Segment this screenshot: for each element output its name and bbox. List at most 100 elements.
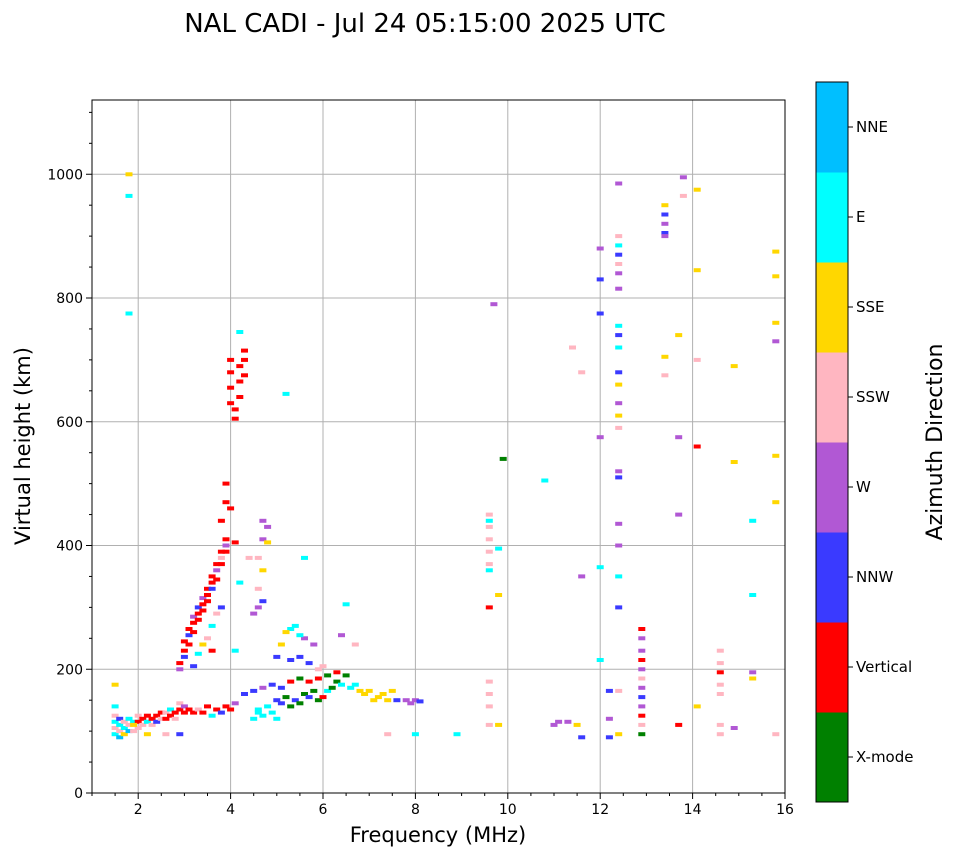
- echo-point-ssw: [485, 524, 493, 529]
- echo-point-vertical: [204, 593, 211, 597]
- echo-point-vertical: [185, 707, 193, 712]
- echo-point-x-mode: [282, 695, 290, 700]
- echo-point-vertical: [305, 679, 313, 684]
- echo-point-w: [555, 719, 563, 724]
- echo-point-ssw: [351, 642, 359, 647]
- echo-point-nnw: [259, 599, 267, 604]
- colorbar-label: Vertical: [856, 658, 912, 676]
- echo-point-nnw: [393, 698, 401, 703]
- echo-point-ssw: [693, 357, 701, 362]
- echo-point-sse: [495, 722, 503, 727]
- echo-point-w: [402, 698, 410, 703]
- echo-point-sse: [772, 453, 780, 458]
- echo-point-ssw: [134, 726, 142, 730]
- colorbar-title: Azimuth Direction: [923, 343, 948, 540]
- echo-point-w: [190, 614, 198, 619]
- echo-point-ssw: [176, 701, 184, 706]
- echo-point-w: [661, 234, 669, 239]
- y-tick-label: 800: [56, 291, 83, 307]
- echo-point-e: [111, 719, 119, 724]
- echo-point-nnw: [217, 710, 225, 715]
- echo-point-e: [143, 719, 151, 724]
- echo-point-nnw: [605, 688, 613, 693]
- echo-point-nnw: [305, 661, 313, 666]
- echo-point-nnw: [153, 719, 161, 724]
- echo-point-w: [550, 722, 558, 727]
- chart-title: NAL CADI - Jul 24 05:15:00 2025 UTC: [184, 9, 666, 39]
- echo-point-sse: [615, 413, 623, 418]
- echo-point-w: [661, 221, 669, 226]
- echo-point-e: [111, 732, 119, 737]
- echo-point-sse: [120, 732, 128, 737]
- x-tick-label: 12: [591, 802, 609, 818]
- y-tick-label: 600: [56, 415, 83, 431]
- echo-point-vertical: [227, 506, 235, 511]
- echo-point-sse: [661, 354, 669, 359]
- echo-point-sse: [379, 692, 387, 696]
- echo-point-nnw: [596, 311, 604, 316]
- echo-point-sse: [199, 642, 207, 647]
- echo-point-w: [615, 521, 623, 526]
- echo-point-e: [125, 193, 133, 198]
- echo-point-vertical: [231, 416, 239, 421]
- echo-point-x-mode: [328, 685, 336, 690]
- echo-point-nnw: [190, 664, 198, 669]
- echo-point-ssw: [116, 729, 124, 734]
- echo-point-sse: [730, 460, 738, 464]
- echo-point-vertical: [693, 444, 701, 449]
- echo-point-w: [254, 605, 262, 610]
- echo-point-e: [208, 623, 216, 628]
- echo-point-vertical: [213, 577, 221, 582]
- echo-point-ssw: [615, 425, 623, 430]
- echo-point-ssw: [485, 512, 493, 517]
- echo-point-ssw: [679, 193, 687, 198]
- echo-point-e: [287, 627, 295, 631]
- echo-point-sse: [143, 732, 151, 737]
- echo-point-vertical: [638, 627, 646, 631]
- echo-point-e: [130, 719, 138, 724]
- echo-point-vertical: [185, 642, 193, 647]
- echo-point-ssw: [157, 716, 165, 721]
- echo-point-e: [116, 722, 124, 727]
- echo-point-sse: [772, 320, 780, 325]
- echo-point-sse: [661, 203, 669, 208]
- echo-point-ssw: [716, 661, 724, 666]
- echo-point-ssw: [772, 732, 780, 737]
- echo-point-nnw: [208, 586, 216, 591]
- x-tick-label: 10: [499, 802, 517, 818]
- echo-point-w: [638, 685, 646, 690]
- echo-point-ssw: [314, 667, 322, 672]
- x-tick-label: 16: [776, 802, 794, 818]
- echo-point-vertical: [675, 722, 683, 727]
- echo-point-ssw: [661, 373, 669, 378]
- echo-point-e: [749, 593, 757, 597]
- echo-point-vertical: [241, 373, 248, 378]
- echo-point-ssw: [194, 707, 202, 712]
- echo-point-vertical: [199, 710, 207, 715]
- echo-point-w: [615, 286, 623, 291]
- echo-point-nnw: [291, 698, 299, 703]
- echo-point-x-mode: [499, 456, 507, 461]
- echo-point-e: [208, 713, 216, 718]
- echo-point-w: [605, 716, 613, 721]
- echo-point-ssw: [485, 704, 493, 709]
- echo-point-nnw: [615, 252, 623, 257]
- echo-point-vertical: [153, 713, 161, 718]
- echo-point-nne: [125, 729, 133, 734]
- echo-point-ssw: [254, 555, 262, 560]
- echo-point-w: [259, 518, 267, 523]
- echo-point-w: [615, 469, 623, 474]
- echo-point-vertical: [217, 562, 225, 567]
- echo-point-vertical: [194, 611, 202, 616]
- echo-point-nnw: [638, 695, 646, 700]
- echo-point-w: [250, 611, 258, 616]
- echo-point-vertical: [227, 707, 235, 712]
- echo-point-x-mode: [296, 701, 304, 706]
- echo-point-vertical: [227, 401, 235, 406]
- echo-point-vertical: [222, 549, 230, 554]
- echo-point-e: [194, 651, 202, 656]
- echo-point-nnw: [615, 370, 623, 375]
- echo-point-nnw: [250, 688, 258, 693]
- echo-point-ssw: [125, 722, 133, 727]
